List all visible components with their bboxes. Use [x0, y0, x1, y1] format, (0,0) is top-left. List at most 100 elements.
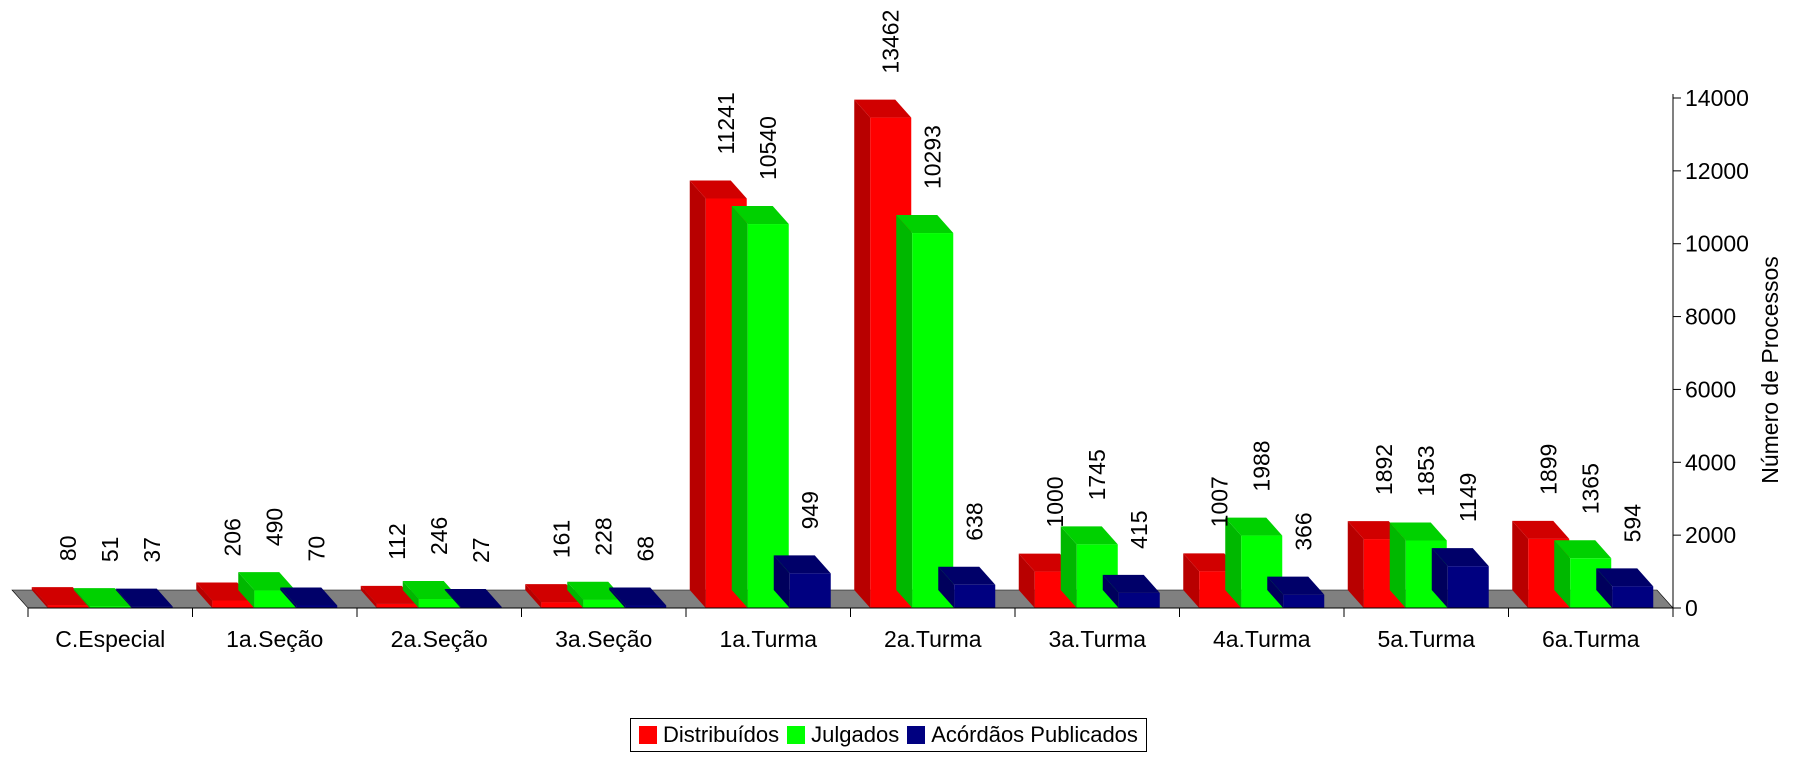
bar-front-face: [747, 224, 789, 609]
data-label: 1007: [1207, 476, 1233, 527]
legend-item-distribuidos: Distribuídos: [639, 722, 779, 748]
bar-top-face: [402, 581, 460, 600]
axes-group: 0 2000 4000 6000 8000 10000 12000 14000 C.Especi…: [27, 85, 1749, 652]
bar-side-face: [196, 582, 213, 608]
bar-top-face: [1596, 568, 1654, 587]
y-tick-label: 14000: [1685, 85, 1749, 111]
bar-top-face: [1389, 522, 1447, 541]
data-label: 1000: [1042, 476, 1068, 527]
data-label: 490: [262, 508, 288, 546]
bar-julgados: [896, 215, 954, 608]
data-label: 1365: [1578, 463, 1604, 514]
bar-front-face: [1118, 592, 1160, 608]
bar-top-face: [31, 587, 89, 606]
bar-top-face: [1267, 576, 1325, 595]
bar-top-face: [1060, 526, 1118, 545]
bar-side-face: [1225, 517, 1242, 608]
y-tick-label: 12000: [1685, 158, 1749, 184]
legend-swatch-distribuidos: [639, 726, 657, 744]
data-label: 1988: [1249, 440, 1275, 491]
x-tick-label: C.Especial: [55, 626, 165, 652]
x-tick-label: 6a.Turma: [1542, 626, 1640, 652]
bar-acordaos-publicados: [938, 566, 996, 608]
data-label: 37: [139, 537, 165, 563]
bar-front-face: [47, 605, 89, 608]
y-tick-label: 0: [1685, 595, 1698, 621]
bar-side-face: [896, 215, 913, 608]
bar-side-face: [567, 581, 584, 608]
data-label: 1853: [1413, 445, 1439, 496]
bar-acordaos-publicados: [1596, 568, 1654, 608]
bar-top-face: [1431, 548, 1489, 567]
bar-side-face: [280, 587, 297, 608]
legend-label-acordaos: Acórdãos Publicados: [931, 722, 1138, 747]
bar-front-face: [912, 233, 954, 608]
bar-side-face: [1596, 568, 1613, 608]
bar-front-face: [1612, 586, 1654, 608]
y-tick-label: 10000: [1685, 231, 1749, 257]
bar-julgados: [73, 588, 131, 608]
bar-front-face: [418, 599, 460, 608]
bar-side-face: [1431, 548, 1448, 608]
bar-acordaos-publicados: [1431, 548, 1489, 608]
data-label: 1892: [1371, 444, 1397, 495]
data-label: 112: [384, 523, 410, 560]
bar-side-face: [1554, 540, 1571, 608]
bar-side-face: [1018, 553, 1035, 608]
bar-front-face: [541, 602, 583, 608]
bar-front-face: [376, 603, 418, 608]
bar-top-face: [1102, 574, 1160, 593]
bar-top-face: [773, 555, 831, 574]
bar-julgados: [731, 206, 789, 609]
data-label: 228: [591, 517, 617, 555]
data-label: 1745: [1084, 449, 1110, 500]
bar-top-face: [609, 587, 667, 606]
bar-side-face: [689, 180, 706, 609]
bar-top-face: [731, 206, 789, 225]
bar-top-face: [938, 566, 996, 585]
bar-top-face: [444, 589, 502, 608]
bar-side-face: [854, 99, 871, 608]
legend-label-distribuidos: Distribuídos: [663, 722, 780, 747]
x-tick-label: 3a.Seção: [555, 626, 652, 652]
data-label: 594: [1620, 504, 1646, 543]
bar-top-face: [689, 180, 747, 199]
bar-top-face: [73, 588, 131, 607]
y-tick-label: 4000: [1685, 449, 1736, 475]
data-labels-group: 80 51 37 206 490 70 112 246 27 161 228 68 11241 10540…: [55, 10, 1646, 563]
data-label: 13462: [878, 10, 904, 74]
x-tick-label: 3a.Turma: [1048, 626, 1146, 652]
data-label: 80: [55, 535, 81, 561]
bar-side-face: [1183, 553, 1200, 608]
bar-side-face: [609, 587, 626, 608]
legend-label-julgados: Julgados: [811, 722, 900, 747]
bar-side-face: [1102, 574, 1119, 608]
bar-front-face: [131, 606, 173, 608]
data-label: 11241: [713, 92, 739, 154]
bar-front-face: [625, 605, 667, 608]
x-tick-label: 4a.Turma: [1213, 626, 1311, 652]
x-tick-label: 1a.Turma: [719, 626, 817, 652]
legend-item-acordaos: Acórdãos Publicados: [907, 722, 1138, 748]
y-tick-label: 8000: [1685, 304, 1736, 330]
data-label: 10293: [920, 125, 946, 189]
bar-distribuidos: [31, 587, 89, 608]
data-label: 949: [797, 491, 823, 529]
x-tick-label: 2a.Seção: [391, 626, 488, 652]
data-label: 10540: [755, 116, 781, 180]
data-label: 206: [220, 518, 246, 556]
x-tick-label: 5a.Turma: [1377, 626, 1475, 652]
bar-acordaos-publicados: [1267, 576, 1325, 608]
data-label: 1899: [1536, 444, 1562, 495]
data-label: 51: [97, 537, 123, 563]
y-tick-label: 6000: [1685, 376, 1736, 402]
bar-front-face: [954, 584, 996, 608]
bar-side-face: [938, 566, 955, 608]
bar-side-face: [238, 572, 255, 608]
data-label: 70: [304, 536, 330, 562]
bar-julgados: [567, 581, 625, 608]
bar-top-face: [1554, 540, 1612, 559]
bars-group: [31, 99, 1654, 609]
bar-top-face: [1225, 517, 1283, 536]
